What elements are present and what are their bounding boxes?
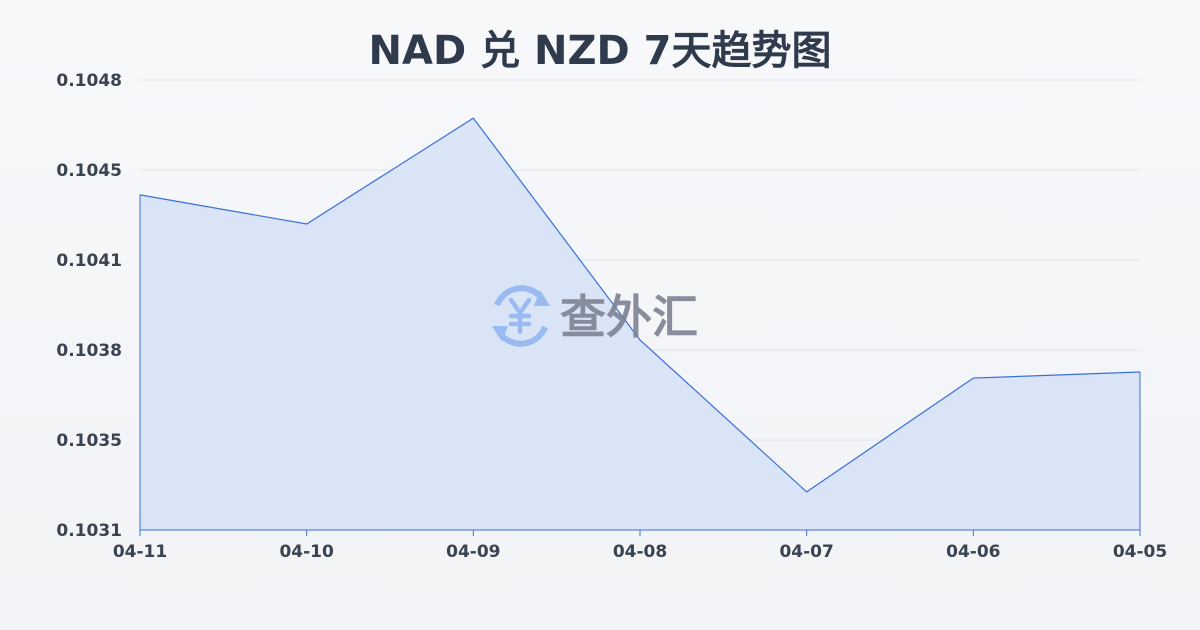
x-tick-label: 04-08 (613, 542, 667, 562)
x-tick-label: 04-10 (279, 542, 334, 562)
y-tick-label: 0.1048 (56, 71, 122, 91)
x-tick-label: 04-09 (446, 542, 500, 562)
x-tick-label: 04-06 (946, 542, 1000, 562)
y-tick-label: 0.1041 (56, 251, 122, 271)
y-tick-label: 0.1035 (56, 431, 122, 451)
area-fill (140, 118, 1140, 530)
x-tick-label: 04-05 (1113, 542, 1167, 562)
y-tick-label: 0.1038 (56, 341, 122, 361)
y-tick-label: 0.1045 (56, 161, 122, 181)
yen-exchange-icon (492, 285, 550, 347)
y-tick-label: 0.1031 (56, 521, 122, 541)
chart-title: NAD 兑 NZD 7天趋势图 (368, 28, 832, 74)
watermark-text: 查外汇 (560, 290, 698, 344)
x-tick-label: 04-11 (113, 542, 167, 562)
x-tick-label: 04-07 (779, 542, 833, 562)
series-line (139, 117, 1141, 493)
